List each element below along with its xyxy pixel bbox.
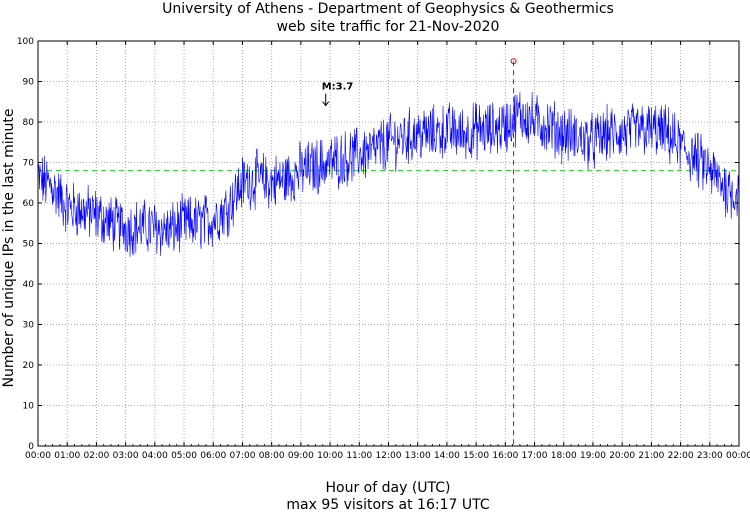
x-tick-label: 19:00 bbox=[580, 451, 606, 461]
x-tick-label: 14:00 bbox=[434, 451, 460, 461]
y-axis-label: Number of unique IPs in the last minute bbox=[1, 109, 17, 388]
y-tick-label: 50 bbox=[23, 240, 35, 250]
x-tick-label: 08:00 bbox=[259, 451, 285, 461]
y-tick-label: 10 bbox=[23, 402, 35, 412]
x-tick-label: 23:00 bbox=[697, 451, 723, 461]
y-tick-label: 0 bbox=[28, 442, 34, 452]
x-tick-label: 12:00 bbox=[376, 451, 402, 461]
x-tick-label: 17:00 bbox=[522, 451, 548, 461]
y-tick-label: 40 bbox=[23, 280, 35, 290]
x-tick-label: 00:00 bbox=[25, 451, 51, 461]
max-marker-point bbox=[510, 58, 517, 65]
y-tick-label: 30 bbox=[23, 321, 35, 331]
annotation-label: M:3.7 bbox=[322, 82, 354, 93]
plot-background bbox=[38, 41, 739, 446]
annotation-arrow-head bbox=[322, 101, 330, 107]
series-line-traffic bbox=[37, 91, 740, 257]
x-tick-label: 03:00 bbox=[113, 451, 139, 461]
y-tick-label: 60 bbox=[23, 199, 35, 209]
x-tick-label: 11:00 bbox=[346, 451, 372, 461]
x-tick-label: 16:00 bbox=[492, 451, 518, 461]
x-tick-label: 22:00 bbox=[668, 451, 694, 461]
x-tick-label: 10:00 bbox=[317, 451, 343, 461]
x-tick-label: 09:00 bbox=[288, 451, 314, 461]
x-tick-label: 06:00 bbox=[200, 451, 226, 461]
x-tick-label: 07:00 bbox=[229, 451, 255, 461]
y-tick-label: 80 bbox=[23, 118, 35, 128]
footer-max-visitors: max 95 visitors at 16:17 UTC bbox=[286, 497, 489, 511]
chart-title: University of Athens - Department of Geo… bbox=[162, 1, 614, 17]
y-tick-label: 90 bbox=[23, 78, 35, 88]
x-tick-label: 02:00 bbox=[83, 451, 109, 461]
x-tick-label: 21:00 bbox=[638, 451, 664, 461]
chart-subtitle: web site traffic for 21-Nov-2020 bbox=[277, 19, 500, 35]
y-tick-label: 70 bbox=[23, 159, 35, 169]
y-tick-label: 20 bbox=[23, 361, 35, 371]
x-tick-label: 20:00 bbox=[609, 451, 635, 461]
x-tick-label: 00:00 bbox=[726, 451, 750, 461]
x-axis-label: Hour of day (UTC) bbox=[326, 480, 451, 496]
y-tick-label: 100 bbox=[17, 37, 34, 47]
x-tick-label: 05:00 bbox=[171, 451, 197, 461]
x-tick-label: 15:00 bbox=[463, 451, 489, 461]
x-tick-label: 04:00 bbox=[142, 451, 168, 461]
x-tick-label: 01:00 bbox=[54, 451, 80, 461]
x-tick-label: 18:00 bbox=[551, 451, 577, 461]
x-tick-label: 13:00 bbox=[405, 451, 431, 461]
plot-frame bbox=[37, 40, 740, 447]
